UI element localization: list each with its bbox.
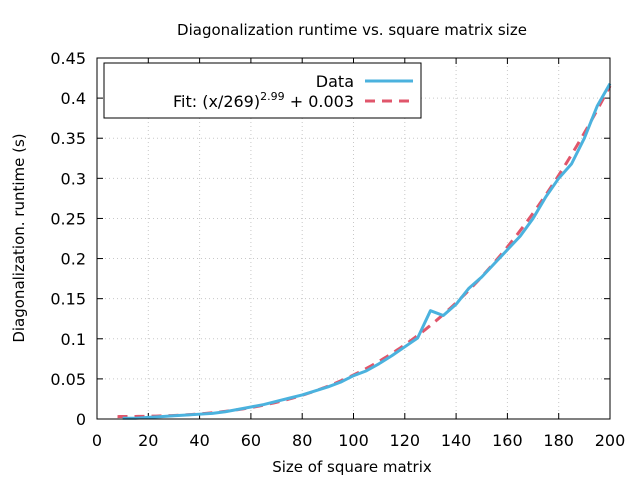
y-tick-label: 0.45	[50, 49, 86, 68]
x-tick-label: 100	[338, 431, 369, 450]
x-tick-label: 160	[492, 431, 523, 450]
legend-fit-exponent: 2.99	[260, 90, 285, 103]
fit-series	[117, 85, 612, 419]
legend-box	[103, 62, 422, 119]
legend-fit-prefix: Fit: (x/269)	[173, 92, 260, 111]
y-tick-label: 0.05	[50, 370, 86, 389]
x-tick-label: 200	[595, 431, 626, 450]
plot-frame	[96, 57, 611, 420]
y-tick-label: 0.3	[61, 169, 86, 188]
y-tick-label: 0.15	[50, 290, 86, 309]
y-tick-label: 0	[76, 410, 86, 429]
y-axis-title: Diagonalization. runtime (s)	[10, 133, 28, 342]
y-tick-labels: 0 0.05 0.1 0.15 0.2 0.25 0.3 0.35 0.4 0.45	[50, 49, 86, 429]
legend: Data Fit: (x/269)2.99 + 0.003	[103, 62, 422, 119]
data-series	[122, 82, 612, 420]
x-tick-label: 40	[189, 431, 209, 450]
y-tick-label: 0.4	[61, 89, 86, 108]
x-tick-label: 80	[292, 431, 312, 450]
x-tick-labels: 0 20 40 60 80 100 120 140 160 180 200	[92, 431, 625, 450]
data-line	[122, 82, 612, 420]
x-tick-label: 120	[390, 431, 421, 450]
y-tick-label: 0.1	[61, 330, 86, 349]
legend-fit-suffix: + 0.003	[285, 92, 354, 111]
x-tick-label: 60	[241, 431, 261, 450]
x-tick-label: 20	[138, 431, 158, 450]
y-tick-label: 0.2	[61, 250, 86, 269]
x-tick-label: 140	[441, 431, 472, 450]
x-tick-label: 0	[92, 431, 102, 450]
x-axis-title: Size of square matrix	[272, 458, 432, 476]
legend-label-fit: Fit: (x/269)2.99 + 0.003	[173, 90, 354, 111]
y-tick-label: 0.25	[50, 209, 86, 228]
chart-title: Diagonalization runtime vs. square matri…	[177, 21, 527, 39]
x-tick-label: 180	[543, 431, 574, 450]
y-tick-label: 0.35	[50, 129, 86, 148]
fit-line	[117, 85, 612, 419]
legend-label-data: Data	[316, 72, 354, 91]
